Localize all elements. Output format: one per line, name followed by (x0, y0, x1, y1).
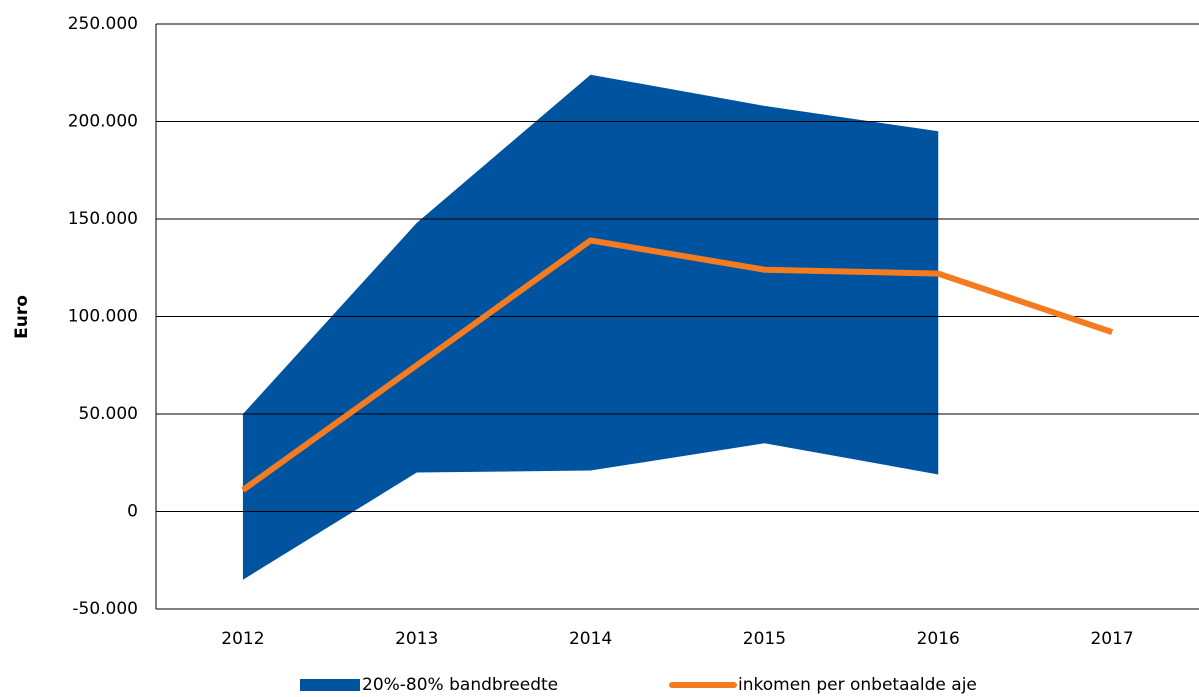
y-tick-label: 50.000 (79, 404, 138, 424)
x-tick-label: 2012 (221, 629, 264, 649)
x-tick-label: 2016 (917, 629, 960, 649)
y-tick-label: 0 (127, 502, 138, 522)
y-tick-label: -50.000 (72, 599, 138, 619)
y-axis-label: Euro (12, 295, 32, 339)
y-tick-label: 250.000 (68, 14, 138, 34)
x-tick-label: 2013 (395, 629, 438, 649)
legend-label: inkomen per onbetaalde aje (738, 675, 977, 695)
y-tick-label: 100.000 (68, 307, 138, 327)
x-tick-label: 2014 (569, 629, 612, 649)
band-area (242, 74, 939, 580)
y-tick-label: 200.000 (68, 112, 138, 132)
y-tick-label: 150.000 (68, 209, 138, 229)
line (241, 237, 1114, 493)
legend-label: 20%-80% bandbreedte (362, 675, 558, 695)
x-tick-label: 2017 (1090, 629, 1133, 649)
legend-swatch (300, 679, 360, 691)
x-tick-label: 2015 (743, 629, 786, 649)
